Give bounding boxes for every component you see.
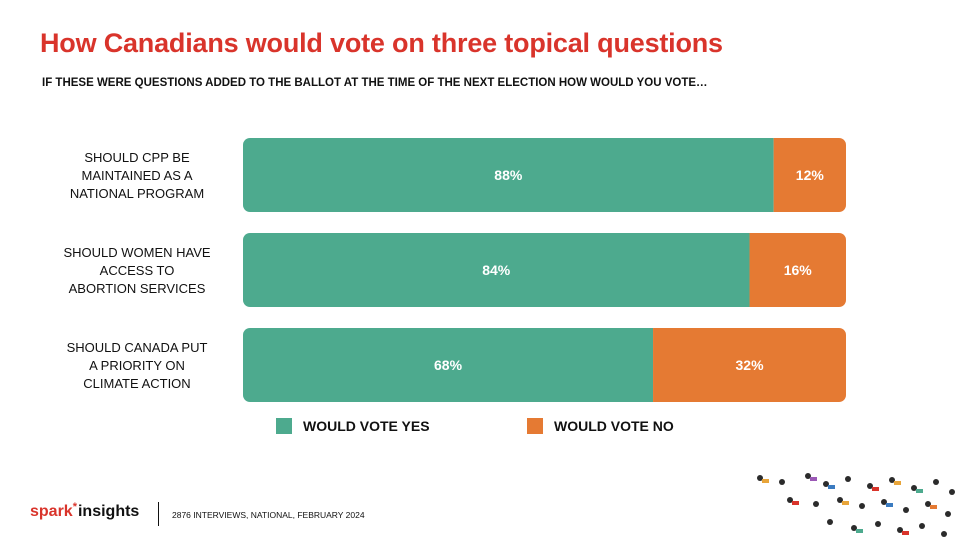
spark-insights-logo: spark*insights xyxy=(30,501,140,520)
bar-segment-no xyxy=(749,233,846,307)
page-subtitle: IF THESE WERE QUESTIONS ADDED TO THE BAL… xyxy=(42,77,708,89)
footer-divider xyxy=(158,502,159,526)
footer-source-note: 2876 INTERVIEWS, NATIONAL, FEBRUARY 2024 xyxy=(172,510,365,520)
category-label: SHOULD CANADA PUT A PRIORITY ON CLIMATE AC… xyxy=(67,340,208,391)
page-title: How Canadians would vote on three topica… xyxy=(40,28,723,58)
data-label-no: 16% xyxy=(784,262,813,278)
category-label: SHOULD WOMEN HAVE ACCESS TO ABORTION SERVI… xyxy=(63,245,210,296)
legend-item-yes: WOULD VOTE YES xyxy=(276,418,430,434)
data-label-no: 12% xyxy=(796,167,825,183)
legend-item-no: WOULD VOTE NO xyxy=(527,418,674,434)
data-label-yes: 88% xyxy=(494,167,523,183)
legend-label-yes: WOULD VOTE YES xyxy=(303,418,430,434)
data-label-yes: 68% xyxy=(434,357,463,373)
bar-segment-yes xyxy=(243,328,654,402)
bar-segment-yes xyxy=(243,138,774,212)
legend-swatch-yes xyxy=(276,418,292,434)
legend-label-no: WOULD VOTE NO xyxy=(554,418,674,434)
legend-swatch-no xyxy=(527,418,543,434)
bar-segment-no xyxy=(653,328,846,402)
bar-row: SHOULD CANADA PUT A PRIORITY ON CLIMATE AC… xyxy=(67,328,846,402)
bar-segment-yes xyxy=(243,233,750,307)
data-label-no: 32% xyxy=(736,357,765,373)
bar-segment-no xyxy=(773,138,846,212)
bar-row: SHOULD CPP BE MAINTAINED AS A NATIONAL PRO… xyxy=(70,138,846,212)
data-label-yes: 84% xyxy=(482,262,511,278)
category-label: SHOULD CPP BE MAINTAINED AS A NATIONAL PRO… xyxy=(70,150,204,201)
crowd-decoration xyxy=(757,473,955,537)
bar-row: SHOULD WOMEN HAVE ACCESS TO ABORTION SERVI… xyxy=(63,233,846,307)
